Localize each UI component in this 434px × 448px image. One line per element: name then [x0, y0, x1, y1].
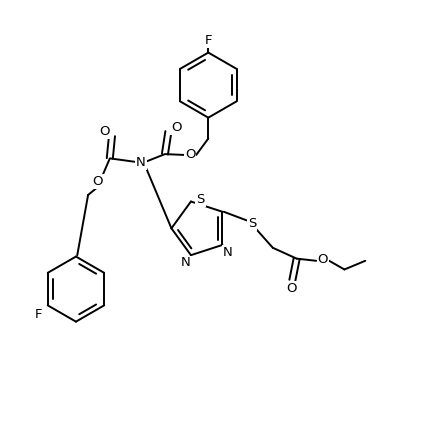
Text: F: F [204, 34, 212, 47]
Text: S: S [248, 217, 256, 230]
Text: O: O [286, 282, 297, 295]
Text: S: S [196, 193, 205, 206]
Text: O: O [185, 148, 195, 161]
Text: O: O [171, 121, 181, 134]
Text: N: N [136, 156, 146, 169]
Text: N: N [181, 257, 191, 270]
Text: O: O [99, 125, 109, 138]
Text: F: F [34, 308, 42, 321]
Text: N: N [223, 246, 233, 259]
Text: O: O [317, 253, 328, 266]
Text: O: O [92, 176, 103, 189]
